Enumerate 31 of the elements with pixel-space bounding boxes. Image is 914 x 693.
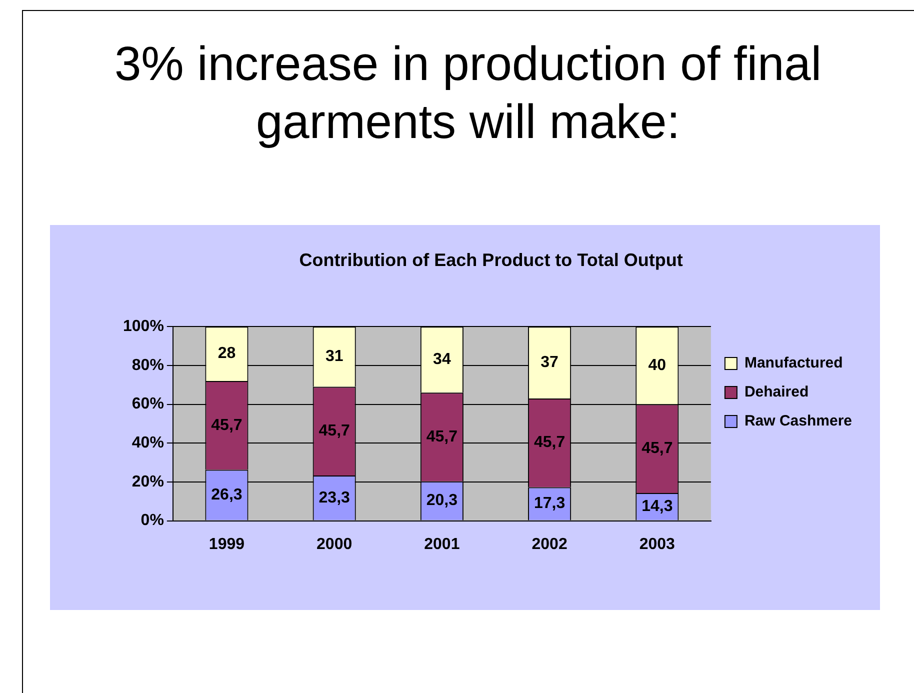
data-label: 45,7 <box>534 434 566 452</box>
data-label: 14,3 <box>642 498 673 516</box>
data-label: 26,3 <box>211 486 242 504</box>
data-label: 45,7 <box>211 416 242 434</box>
data-label: 37 <box>540 354 559 371</box>
x-tick-label: 2001 <box>424 536 460 553</box>
y-tick-label: 60% <box>132 396 164 413</box>
data-label: 23,3 <box>318 489 350 506</box>
x-tick-label: 2003 <box>639 536 676 553</box>
y-tick-label: 40% <box>132 434 164 452</box>
data-label: 40 <box>648 356 666 374</box>
data-label: 34 <box>433 351 451 368</box>
y-tick-label: 100% <box>123 318 164 336</box>
x-tick-label: 2000 <box>316 536 352 553</box>
data-label: 17,3 <box>534 495 566 512</box>
x-tick-label: 1999 <box>208 536 245 553</box>
data-label: 45,7 <box>426 428 458 446</box>
chart-subtitle: Contribution of Each Product to Total Output <box>299 250 683 270</box>
legend-label: Raw Cashmere <box>744 412 852 430</box>
data-label: 31 <box>325 348 344 366</box>
y-tick-label: 80% <box>132 356 164 374</box>
x-tick-label: 2002 <box>532 536 568 553</box>
data-label: 45,7 <box>318 422 350 440</box>
legend-label: Dehaired <box>744 384 809 401</box>
chart-title: 3% increase in production of final garments will make: <box>113 37 823 151</box>
y-tick-label: 20% <box>132 473 164 490</box>
data-label: 28 <box>218 345 236 362</box>
legend-label: Manufactured <box>744 354 843 372</box>
y-tick-label: 0% <box>140 512 164 530</box>
data-label: 20,3 <box>426 492 458 510</box>
data-label: 45,7 <box>642 440 673 458</box>
